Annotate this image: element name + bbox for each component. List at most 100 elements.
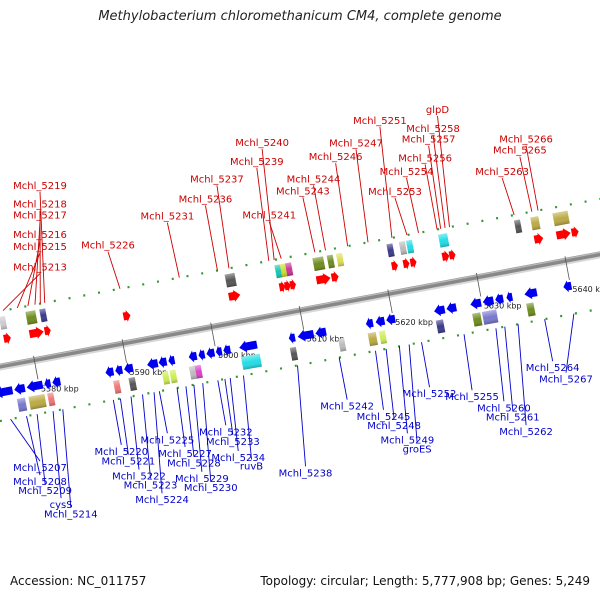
reverse-gene-box [113, 379, 122, 394]
forward-label-leader [313, 185, 326, 251]
reverse-gene-label: Mchl_5238 [279, 468, 333, 479]
forward-label-leader [256, 167, 270, 261]
reverse-gene-box [128, 377, 138, 391]
forward-gene-label: Mchl_5263 [475, 167, 529, 178]
forward-gene-arrow [122, 310, 131, 322]
reverse-label-leader [36, 414, 46, 485]
reverse-gene-box [194, 364, 203, 379]
reverse-label-leader [517, 324, 527, 426]
reverse-gene-box [169, 369, 178, 384]
reverse-label-leader [463, 334, 473, 391]
forward-gene-arrow [409, 256, 417, 269]
forward-gene-label: Mchl_5236 [179, 195, 233, 206]
reverse-gene-arrow [105, 366, 115, 378]
forward-gene-label: Mchl_5246 [309, 152, 363, 163]
reverse-gene-box [289, 346, 299, 361]
forward-gene-label: Mchl_5254 [380, 167, 434, 178]
reverse-label-leader [338, 357, 348, 400]
reverse-label-leader [193, 384, 203, 472]
reverse-label-leader [62, 409, 72, 508]
reverse-gene-label: Mchl_5229 [175, 474, 229, 485]
forward-label-leader [204, 205, 218, 271]
accession-label: Accession: NC_011757 [10, 574, 147, 588]
reverse-gene-arrow [168, 354, 176, 367]
forward-label-leader [261, 148, 275, 260]
reverse-gene-arrow [158, 356, 168, 368]
reverse-gene-label: Mchl_5222 [112, 472, 166, 483]
reverse-gene-box [240, 353, 262, 370]
reverse-gene-label: Mchl_5245 [357, 412, 411, 423]
reverse-gene-arrow [215, 345, 223, 358]
forward-gene-box [513, 219, 523, 234]
reverse-gene-arrow [506, 291, 514, 304]
reverse-gene-label: Mchl_5262 [499, 427, 553, 438]
reverse-gene-arrow [315, 326, 327, 339]
reverse-label-leader [504, 326, 514, 411]
reverse-gene-box [338, 337, 347, 352]
forward-gene-box [0, 315, 8, 330]
reverse-label-leader [229, 377, 239, 452]
reverse-gene-label: Mchl_5248 [367, 421, 421, 432]
reverse-gene-label: Mchl_5264 [526, 363, 580, 374]
reverse-gene-label: ruvB [240, 462, 263, 473]
forward-gene-label: Mchl_5251 [353, 116, 407, 127]
scale-tick [298, 305, 305, 330]
forward-label-leader [302, 197, 316, 253]
reverse-gene-label: Mchl_5232 [199, 427, 253, 438]
scale-tick [121, 339, 127, 363]
forward-gene-arrow [533, 233, 544, 245]
scale-tick [476, 272, 482, 297]
reverse-gene-label: Mchl_5230 [184, 483, 238, 494]
forward-gene-label: glpD [426, 105, 449, 116]
reverse-gene-box [378, 330, 388, 345]
reverse-gene-box [188, 365, 198, 380]
reverse-gene-label: Mchl_5223 [124, 480, 178, 491]
reverse-gene-label: Mchl_5261 [486, 413, 540, 424]
reverse-gene-label: cysS [50, 500, 73, 511]
reverse-gene-box [47, 392, 56, 407]
reverse-gene-arrow [470, 297, 482, 310]
forward-guide-lane [0, 197, 600, 313]
reverse-gene-arrow [375, 315, 386, 328]
forward-label-leader [107, 251, 121, 289]
reverse-gene-label: Mchl_5260 [477, 403, 531, 414]
reverse-gene-box [367, 331, 379, 347]
reverse-gene-box [16, 397, 28, 412]
reverse-gene-box [526, 302, 536, 317]
topology-label: Topology: circular; Length: 5,777,908 bp… [260, 574, 590, 588]
forward-gene-label: Mchl_5266 [499, 135, 553, 146]
forward-gene-box [398, 241, 408, 255]
reverse-label-leader [185, 386, 195, 457]
forward-gene-box [552, 210, 570, 227]
reverse-gene-label: Mchl_5227 [158, 449, 212, 460]
reverse-gene-arrow [365, 317, 374, 330]
reverse-label-leader [130, 396, 140, 470]
forward-gene-arrow [555, 228, 571, 241]
reverse-gene-label: Mchl_5225 [141, 435, 195, 446]
scale-tick [387, 289, 393, 314]
reverse-label-leader [398, 346, 408, 434]
reverse-label-leader [224, 378, 234, 436]
forward-label-leader [406, 177, 419, 233]
forward-gene-label: Mchl_5241 [242, 211, 296, 222]
reverse-label-leader [565, 313, 575, 373]
reverse-gene-arrow [524, 287, 538, 300]
reverse-gene-arrow [482, 295, 495, 308]
scale-tick-label: 5610 kbp [307, 335, 345, 344]
reverse-gene-box [435, 319, 446, 334]
reverse-gene-arrow [115, 364, 124, 377]
reverse-gene-arrow [44, 377, 52, 390]
forward-gene-arrow [315, 273, 331, 285]
reverse-gene-arrow [223, 344, 232, 356]
forward-gene-label: Mchl_5219 [13, 181, 67, 192]
reverse-gene-box [472, 312, 483, 327]
forward-gene-label: Mchl_5218 [13, 200, 67, 211]
reverse-guide-lane [0, 307, 600, 423]
reverse-label-leader [52, 411, 62, 499]
reverse-gene-arrow [14, 382, 26, 395]
reverse-label-leader [176, 387, 186, 447]
forward-gene-box [326, 254, 335, 269]
forward-gene-box [335, 252, 345, 267]
reverse-gene-label: Mchl_5242 [320, 402, 374, 413]
